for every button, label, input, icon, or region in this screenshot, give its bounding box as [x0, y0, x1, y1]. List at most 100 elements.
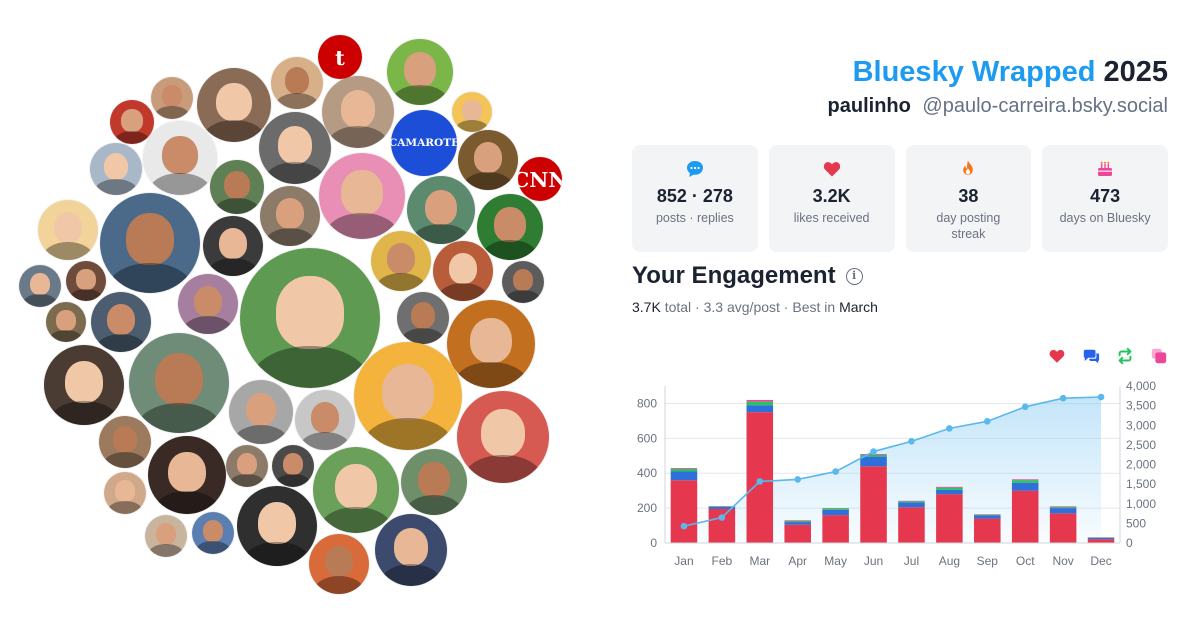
- avatar[interactable]: [375, 514, 447, 586]
- avatar[interactable]: [407, 176, 475, 244]
- x-tick-label: May: [824, 554, 847, 568]
- avatar[interactable]: [66, 261, 106, 301]
- logo-avatar[interactable]: t: [318, 35, 362, 79]
- y-tick-label-left: 0: [650, 536, 657, 550]
- reply-icon[interactable]: [1082, 347, 1100, 365]
- avatar[interactable]: [237, 486, 317, 566]
- logo-avatar[interactable]: CAMAROTE: [391, 110, 457, 176]
- avatar-face: [341, 170, 383, 215]
- avatar[interactable]: [210, 160, 264, 214]
- avatar-face: [76, 269, 96, 290]
- avatar[interactable]: [143, 121, 217, 195]
- display-name: paulinho: [827, 95, 911, 117]
- avatar-bubble-cluster: t CAMAROTE CNN: [19, 35, 562, 594]
- avatar-shoulders: [94, 179, 138, 195]
- avatar-face: [393, 528, 429, 566]
- avatar[interactable]: [197, 68, 271, 142]
- avatar-shoulders: [392, 85, 448, 105]
- avatar[interactable]: [477, 194, 543, 260]
- avatar[interactable]: [447, 300, 535, 388]
- avatar[interactable]: [452, 92, 492, 132]
- avatar[interactable]: [387, 39, 453, 105]
- avatar-shoulders: [437, 283, 489, 301]
- avatar[interactable]: [322, 76, 394, 148]
- avatar[interactable]: [271, 57, 323, 109]
- quote-icon[interactable]: [1150, 347, 1168, 365]
- avatar[interactable]: [148, 436, 226, 514]
- avatar[interactable]: [91, 292, 151, 352]
- bar-segment-likes: [936, 494, 963, 543]
- avatar[interactable]: [203, 216, 263, 276]
- avatar[interactable]: [178, 274, 238, 334]
- avatar[interactable]: [226, 445, 268, 487]
- bar-segment-reposts: [936, 487, 963, 490]
- avatar[interactable]: [129, 333, 229, 433]
- bar-segment-quotes: [974, 514, 1001, 515]
- avatar[interactable]: [354, 342, 462, 450]
- stat-label: day posting streak: [936, 211, 1001, 241]
- avatar-face: [106, 304, 136, 336]
- avatar-shoulders: [49, 330, 83, 342]
- heart-icon[interactable]: [1048, 347, 1066, 365]
- avatar-face: [224, 170, 250, 199]
- x-tick-label: Jan: [674, 554, 693, 568]
- avatar[interactable]: [44, 345, 124, 425]
- user-handle: @paulo-carreira.bsky.social: [922, 95, 1168, 117]
- info-icon[interactable]: i: [845, 268, 863, 285]
- avatar[interactable]: [110, 100, 154, 144]
- avatar-face: [155, 353, 203, 405]
- avatar-face: [340, 90, 376, 128]
- avatar[interactable]: [151, 77, 193, 119]
- avatar[interactable]: [313, 447, 399, 533]
- avatar-shoulders: [264, 228, 316, 246]
- avatar[interactable]: [458, 130, 518, 190]
- avatar[interactable]: [100, 193, 200, 293]
- cumulative-point: [756, 478, 764, 485]
- y-tick-label-left: 200: [637, 501, 657, 515]
- y-tick-label-left: 400: [637, 466, 657, 480]
- avatar-shoulders: [313, 576, 365, 594]
- avatar-face: [410, 302, 436, 330]
- avatar[interactable]: [99, 416, 151, 468]
- bar-segment-reposts: [670, 468, 698, 472]
- cumulative-point: [983, 418, 991, 425]
- year-label: 2025: [1103, 56, 1168, 88]
- avatar-shoulders: [455, 120, 489, 132]
- avatar[interactable]: [104, 472, 146, 514]
- cumulative-point: [870, 448, 877, 455]
- avatar[interactable]: [229, 380, 293, 444]
- logo-avatar[interactable]: CNN: [518, 157, 562, 201]
- avatar[interactable]: [295, 390, 355, 450]
- avatar[interactable]: [192, 512, 234, 554]
- avatar[interactable]: [401, 449, 467, 515]
- avatar[interactable]: [38, 200, 98, 260]
- bar-segment-replies: [1087, 537, 1115, 540]
- repost-icon[interactable]: [1116, 347, 1134, 365]
- engagement-summary: 3.7K total · 3.3 avg/post · Best in Marc…: [632, 299, 878, 315]
- bar-segment-likes: [784, 524, 811, 543]
- avatar[interactable]: [260, 186, 320, 246]
- avatar[interactable]: [145, 515, 187, 557]
- avatar[interactable]: [371, 231, 431, 291]
- avatar[interactable]: [457, 391, 549, 483]
- avatar-face: [114, 480, 136, 503]
- stat-card-posts: 852 · 278 posts · replies: [632, 145, 758, 252]
- bar-segment-likes: [822, 515, 849, 543]
- avatar[interactable]: [240, 248, 380, 388]
- avatar[interactable]: [90, 143, 142, 195]
- avatar[interactable]: [19, 265, 61, 307]
- avatar[interactable]: [259, 112, 331, 184]
- avatar-shoulders: [362, 417, 454, 450]
- avatar[interactable]: [397, 292, 449, 344]
- avatar-shoulders: [375, 273, 427, 291]
- avatar[interactable]: [433, 241, 493, 301]
- avatar-face: [480, 409, 526, 458]
- avatar[interactable]: [502, 261, 544, 303]
- avatar[interactable]: [319, 153, 405, 239]
- cumulative-point: [1059, 394, 1067, 402]
- avatar-shoulders: [401, 328, 445, 344]
- avatar[interactable]: [46, 302, 86, 342]
- avatar[interactable]: [272, 445, 314, 487]
- avatar-face: [469, 317, 513, 364]
- avatar[interactable]: [309, 534, 369, 594]
